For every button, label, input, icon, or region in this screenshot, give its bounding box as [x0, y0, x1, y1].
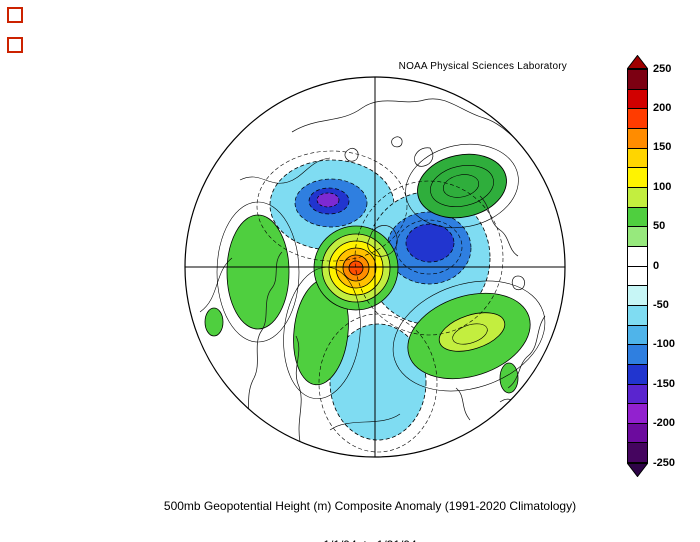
- colorbar-cell: [628, 423, 647, 444]
- colorbar-cell: [628, 286, 647, 306]
- colorbar-labels: 250 200 150 100 50 0 -50 -100 -150 -200 -250: [653, 63, 695, 469]
- plot-title: 500mb Geopotential Height (m) Composite …: [163, 499, 577, 513]
- colorbar-cell: [628, 345, 647, 365]
- colorbar-arrow-bottom-icon: [627, 463, 648, 477]
- colorbar: 250 200 150 100 50 0 -50 -100 -150 -200 -250: [627, 55, 697, 477]
- colorbar-cell: [628, 109, 647, 129]
- colorbar-tick-label: -50: [653, 298, 669, 311]
- colorbar-cell: [628, 148, 647, 169]
- negative-anomaly-fills: [269, 159, 491, 441]
- colorbar-tick-label: 50: [653, 220, 666, 233]
- colorbar-tick-label: -100: [653, 338, 676, 351]
- plot-date-range: 1/1/94 to 1/31/94: [40, 539, 700, 542]
- colorbar-cell: [628, 443, 647, 463]
- colorbar-cell: [628, 227, 647, 247]
- colorbar-cell: [628, 70, 647, 90]
- red-square-marker-icon: [7, 7, 23, 23]
- colorbar-tick-label: -150: [653, 377, 676, 390]
- colorbar-cell: [628, 187, 647, 208]
- colorbar-tick-label: 150: [653, 141, 672, 154]
- colorbar-cell: [628, 384, 647, 405]
- colorbar-cell: [628, 89, 647, 110]
- coastlines: [245, 98, 546, 443]
- colorbar-cell: [628, 325, 647, 346]
- colorbar-tick-label: 100: [653, 180, 672, 193]
- colorbar-cell: [628, 168, 647, 188]
- colorbar-cell: [628, 364, 647, 385]
- colorbar-cell: [628, 404, 647, 424]
- colorbar-cell: [628, 128, 647, 149]
- colorbar-tick-label: 200: [653, 101, 672, 114]
- colorbar-tick-label: 0: [653, 259, 660, 272]
- colorbar-cell: [628, 266, 647, 287]
- positive-bullseye: [313, 225, 399, 311]
- colorbar-cell: [628, 246, 647, 267]
- map-contents: [199, 98, 546, 453]
- colorbar-tick-label: 250: [653, 62, 672, 75]
- positive-anomaly-fills: [204, 153, 531, 394]
- noaa-credit-label: NOAA Physical Sciences Laboratory: [398, 61, 567, 72]
- red-square-marker-icon: [7, 37, 23, 53]
- colorbar-cell: [628, 207, 647, 228]
- colorbar-cells: [627, 69, 648, 463]
- colorbar-cell: [628, 305, 647, 326]
- colorbar-arrow-top-icon: [627, 55, 648, 69]
- caption-block: 500mb Geopotential Height (m) Composite …: [40, 474, 700, 542]
- colorbar-tick-label: -200: [653, 417, 676, 430]
- colorbar-tick-label: -250: [653, 456, 676, 469]
